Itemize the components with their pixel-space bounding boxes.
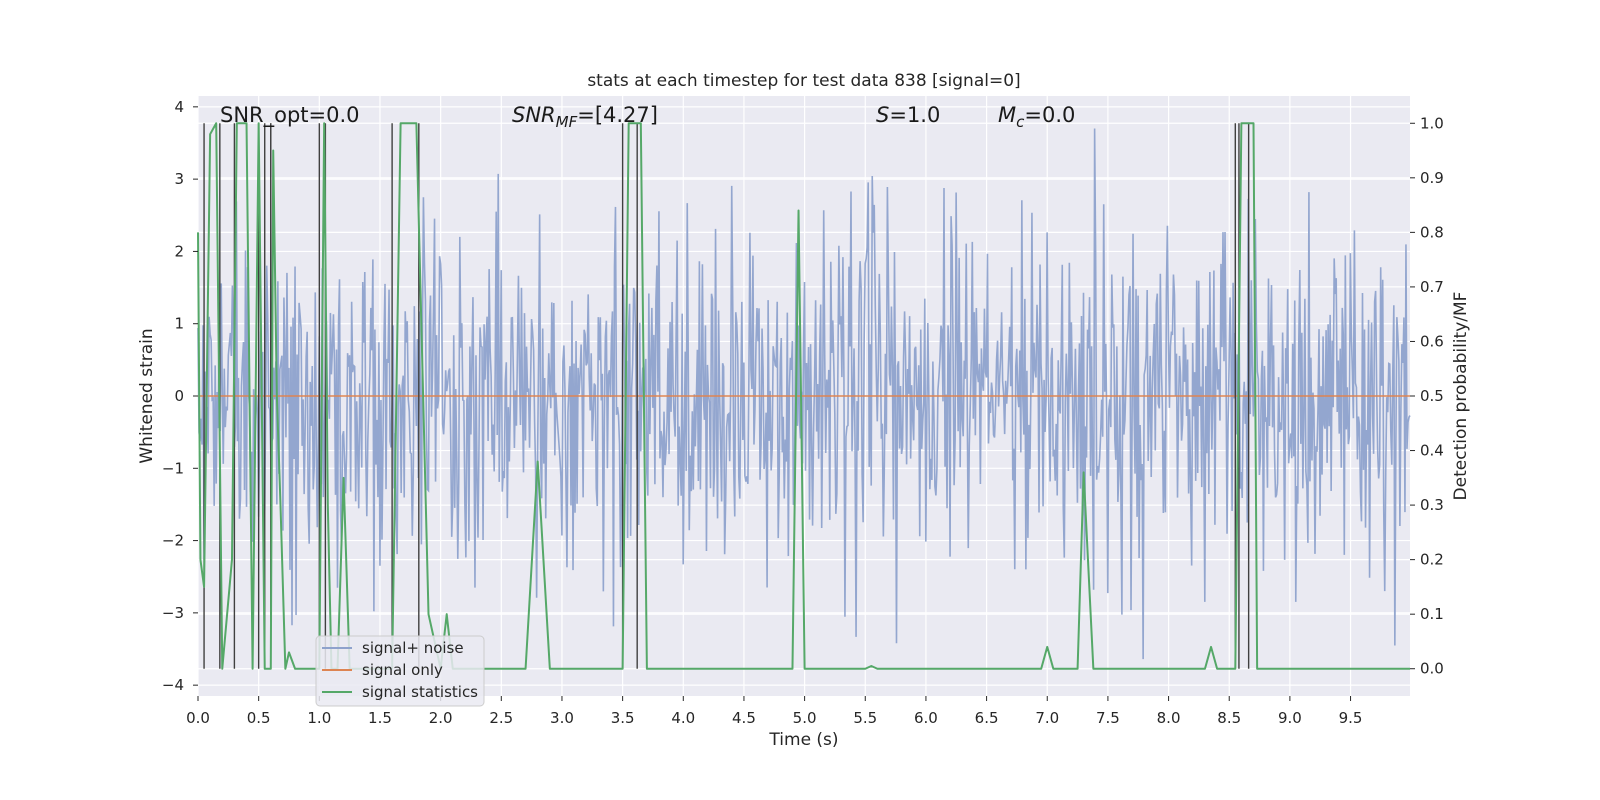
x-tick-label: 8.0 bbox=[1157, 709, 1181, 727]
y-left-tick-label: −1 bbox=[162, 459, 184, 477]
x-tick-label: 5.5 bbox=[853, 709, 877, 727]
y-right-tick-label: 0.9 bbox=[1420, 169, 1444, 187]
annotation-s: S=1.0 bbox=[876, 103, 940, 127]
series-signal-plus-noise bbox=[197, 128, 1411, 660]
legend-label: signal statistics bbox=[362, 683, 478, 701]
y-left-tick-label: 0 bbox=[174, 387, 184, 405]
x-tick-label: 2.5 bbox=[489, 709, 513, 727]
annotation-s-prefix: S bbox=[876, 103, 889, 127]
x-tick-label: 5.0 bbox=[793, 709, 817, 727]
annotation-mc-prefix: M bbox=[998, 103, 1016, 127]
y-right-tick-label: 1.0 bbox=[1420, 114, 1444, 132]
y-left-tick-label: −3 bbox=[162, 604, 184, 622]
axes: 0.0 0.5 1.0 1.5 2.0 2.5 3.0 3.5 4.0 4.5 5.0 5.5 6.0 6… bbox=[162, 98, 1444, 727]
x-tick-label: 4.5 bbox=[732, 709, 756, 727]
x-tick-label: 0.0 bbox=[186, 709, 210, 727]
legend-label: signal+ noise bbox=[362, 639, 464, 657]
y-right-tick-label: 0.2 bbox=[1420, 551, 1444, 569]
y-right-tick-label: 0.7 bbox=[1420, 278, 1444, 296]
x-tick-label: 1.5 bbox=[368, 709, 392, 727]
line-signal-plus-noise bbox=[197, 128, 1411, 660]
x-tick-label: 0.5 bbox=[247, 709, 271, 727]
x-tick-label: 2.0 bbox=[429, 709, 453, 727]
y-right-tick-label: 0.4 bbox=[1420, 442, 1444, 460]
y-left-tick-label: 2 bbox=[174, 242, 184, 260]
y-axis-left-label: Whitened strain bbox=[137, 328, 157, 463]
x-tick-label: 4.0 bbox=[671, 709, 695, 727]
y-left-tick-label: 4 bbox=[174, 98, 184, 116]
x-tick-label: 3.0 bbox=[550, 709, 574, 727]
y-right-tick-label: 0.3 bbox=[1420, 496, 1444, 514]
y-axis-right-label: Detection probability/MF bbox=[1451, 292, 1471, 501]
x-tick-label: 6.5 bbox=[975, 709, 999, 727]
annotation-snr-opt: SNR_opt=0.0 bbox=[220, 103, 360, 128]
y-right-tick-label: 0.1 bbox=[1420, 605, 1444, 623]
x-tick-label: 3.5 bbox=[611, 709, 635, 727]
annotation-mc: Mc=0.0 bbox=[998, 103, 1075, 131]
y-right-tick-label: 0.8 bbox=[1420, 223, 1444, 241]
y-right-tick-label: 0.0 bbox=[1420, 660, 1444, 678]
legend-label: signal only bbox=[362, 661, 443, 679]
x-tick-label: 1.0 bbox=[307, 709, 331, 727]
annotation-mc-sub: c bbox=[1016, 113, 1025, 131]
x-tick-label: 9.0 bbox=[1278, 709, 1302, 727]
x-tick-label: 6.0 bbox=[914, 709, 938, 727]
x-tick-label: 7.5 bbox=[1096, 709, 1120, 727]
annotation-s-value: =1.0 bbox=[889, 103, 940, 127]
legend-box bbox=[315, 635, 485, 707]
x-tick-label: 8.5 bbox=[1217, 709, 1241, 727]
annotation-mc-value: =0.0 bbox=[1024, 103, 1075, 127]
y-right-tick-label: 0.5 bbox=[1420, 387, 1444, 405]
annotation-snr-mf: SNRMF=[4.27] bbox=[512, 103, 658, 131]
x-tick-label: 7.0 bbox=[1035, 709, 1059, 727]
legend: signal+ noise signal only signal statistic… bbox=[315, 635, 485, 707]
y-left-tick-label: −2 bbox=[162, 532, 184, 550]
y-left-tick-label: 3 bbox=[174, 170, 184, 188]
y-left-tick-label: −4 bbox=[162, 676, 184, 694]
annotation-snr-mf-value: =[4.27] bbox=[577, 103, 658, 127]
y-right-tick-label: 0.6 bbox=[1420, 332, 1444, 350]
annotation-snr-mf-sub: MF bbox=[556, 113, 578, 131]
x-tick-label: 9.5 bbox=[1339, 709, 1363, 727]
chart-title: stats at each timestep for test data 838… bbox=[587, 71, 1020, 91]
x-axis-label: Time (s) bbox=[768, 730, 838, 750]
y-left-tick-label: 1 bbox=[174, 315, 184, 333]
annotation-snr-mf-prefix: SNR bbox=[512, 103, 556, 127]
